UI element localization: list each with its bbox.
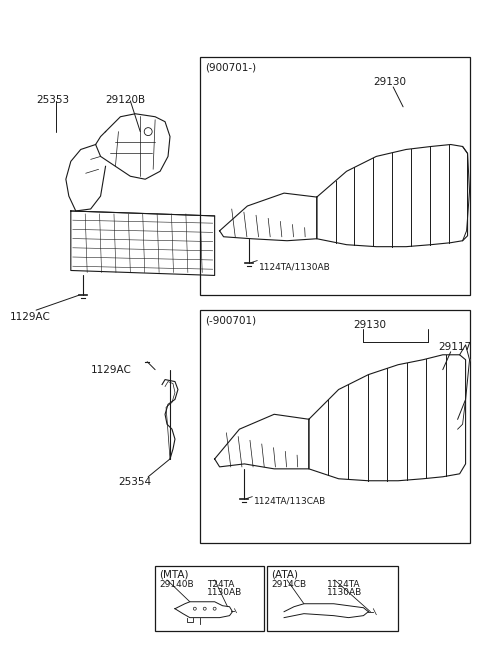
- Bar: [155, 566, 264, 631]
- Text: 25354: 25354: [119, 477, 152, 487]
- Text: 1130AB: 1130AB: [207, 588, 242, 597]
- Text: 29140B: 29140B: [159, 580, 194, 589]
- Text: 25353: 25353: [36, 95, 69, 105]
- Text: (ATA): (ATA): [271, 569, 298, 579]
- Text: 29130: 29130: [373, 77, 407, 87]
- Polygon shape: [457, 345, 469, 419]
- Text: 1124TA: 1124TA: [327, 580, 360, 589]
- Text: 29130: 29130: [353, 320, 386, 330]
- Text: T24TA: T24TA: [207, 580, 234, 589]
- Text: 1129AC: 1129AC: [91, 365, 132, 374]
- Polygon shape: [215, 415, 309, 469]
- Bar: [200, 57, 469, 295]
- Text: 1129AC: 1129AC: [9, 312, 50, 322]
- Text: 29117: 29117: [438, 342, 471, 352]
- Text: (MTA): (MTA): [159, 569, 189, 579]
- Text: 1130AB: 1130AB: [327, 588, 362, 597]
- Bar: [267, 566, 398, 631]
- Bar: [200, 310, 469, 543]
- Text: 29120B: 29120B: [106, 95, 145, 105]
- Text: 2914CB: 2914CB: [271, 580, 306, 589]
- Text: 1124TA/113CAB: 1124TA/113CAB: [254, 497, 326, 506]
- Text: (-900701): (-900701): [205, 315, 256, 325]
- Polygon shape: [309, 355, 466, 481]
- Polygon shape: [317, 145, 468, 246]
- Polygon shape: [220, 193, 317, 240]
- Text: 1124TA/1130AB: 1124TA/1130AB: [259, 263, 331, 271]
- Text: (900701-): (900701-): [205, 62, 256, 72]
